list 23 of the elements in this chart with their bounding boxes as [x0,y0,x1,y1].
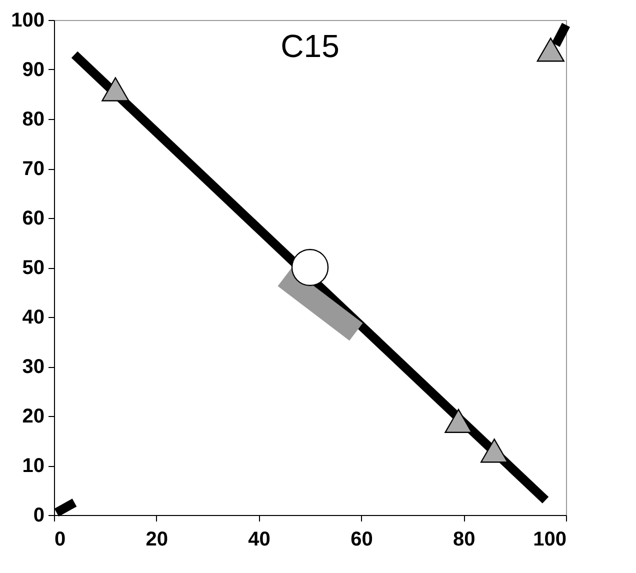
point [444,408,472,434]
y-tick-label: 100 [11,10,44,32]
y-tick-label: 80 [22,108,44,130]
x-tick-label: 100 [533,528,566,550]
point [480,438,508,463]
chart-title: C15 [280,28,340,64]
y-tick-label: 10 [22,455,44,477]
y-tick-label: 60 [22,208,44,230]
x-tick-label: 60 [350,528,373,550]
x-tick-label: 20 [146,528,168,550]
point [536,38,564,62]
y-tick-label: 0 [33,504,44,526]
x-tick-label: 40 [248,528,270,550]
y-tick-label: 90 [22,59,44,81]
y-tick-label: 30 [22,356,44,378]
y-tick-label: 70 [22,158,44,180]
point [291,248,329,286]
y-tick-label: 20 [22,406,44,428]
point [102,77,130,102]
x-tick-label: 80 [452,528,476,550]
y-tick-label: 40 [22,306,44,328]
x-tick-label: 0 [54,528,66,550]
y-tick-label: 50 [22,257,44,279]
